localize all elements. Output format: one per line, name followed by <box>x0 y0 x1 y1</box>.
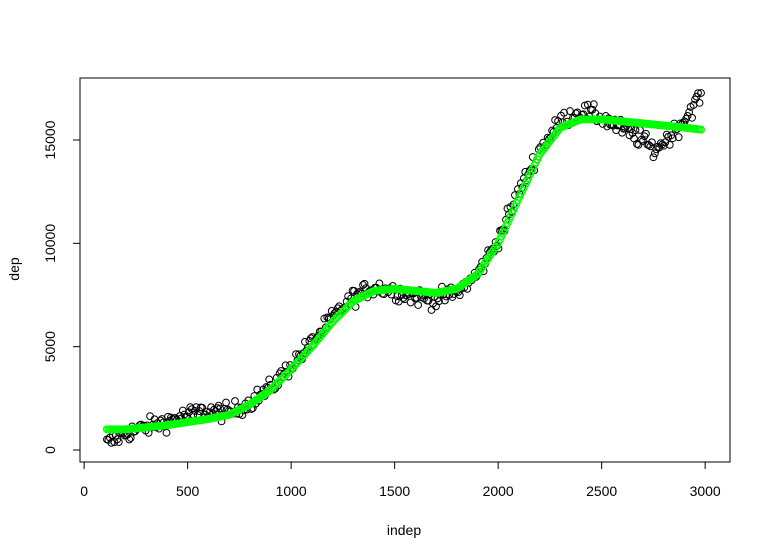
fitted-point <box>697 125 706 134</box>
y-tick-label: 15000 <box>42 120 58 159</box>
observed-point <box>668 134 677 143</box>
x-tick-label: 1000 <box>276 483 307 499</box>
observed-point <box>107 438 116 447</box>
observed-point <box>164 412 172 421</box>
observed-point <box>360 279 369 288</box>
x-tick-label: 1500 <box>379 483 410 499</box>
observed-point <box>642 129 650 138</box>
observed-point <box>631 126 640 135</box>
observed-point <box>216 404 224 413</box>
x-tick-label: 3000 <box>690 483 721 499</box>
observed-point <box>222 398 230 407</box>
observed-point <box>126 434 135 442</box>
y-axis: 0 5000 10000 15000 <box>42 120 81 454</box>
observed-point <box>545 134 554 143</box>
observed-point <box>186 403 195 412</box>
observed-point <box>662 130 671 139</box>
observed-point <box>162 428 171 437</box>
observed-point <box>659 141 668 150</box>
y-tick-label: 10000 <box>42 224 58 263</box>
observed-point <box>441 296 449 305</box>
observed-point <box>231 397 239 405</box>
observed-point <box>312 333 321 342</box>
x-tick-label: 500 <box>176 483 200 499</box>
observed-point <box>646 142 655 151</box>
observed-point <box>427 306 436 314</box>
observed-point <box>125 435 134 444</box>
observed-point <box>114 438 123 446</box>
y-axis-label: dep <box>6 257 22 281</box>
observed-point <box>414 301 423 309</box>
y-tick-label: 5000 <box>42 331 58 362</box>
observed-point <box>649 153 658 162</box>
observed-point <box>213 404 221 412</box>
observed-point <box>639 137 647 145</box>
observed-point <box>688 113 696 122</box>
observed-point <box>683 112 692 120</box>
observed-series <box>103 89 705 447</box>
fitted-series <box>102 115 706 434</box>
observed-point <box>589 100 598 109</box>
observed-point <box>647 138 656 147</box>
x-tick-label: 2500 <box>586 483 617 499</box>
observed-point <box>560 108 568 117</box>
observed-point <box>317 327 326 336</box>
observed-point <box>406 298 415 307</box>
observed-point <box>697 89 705 97</box>
observed-point <box>265 375 274 384</box>
observed-point <box>674 133 683 142</box>
x-axis: 0 500 1000 1500 2000 2500 3000 <box>80 461 721 499</box>
x-tick-label: 0 <box>80 483 88 499</box>
observed-point <box>665 140 674 149</box>
observed-point <box>400 295 409 304</box>
observed-point <box>633 140 641 148</box>
observed-point <box>650 149 659 158</box>
y-tick-label: 0 <box>42 446 58 454</box>
observed-point <box>695 98 704 107</box>
x-tick-label: 2000 <box>483 483 514 499</box>
observed-point <box>198 403 207 412</box>
observed-point <box>694 89 702 98</box>
x-axis-label: indep <box>387 522 421 538</box>
